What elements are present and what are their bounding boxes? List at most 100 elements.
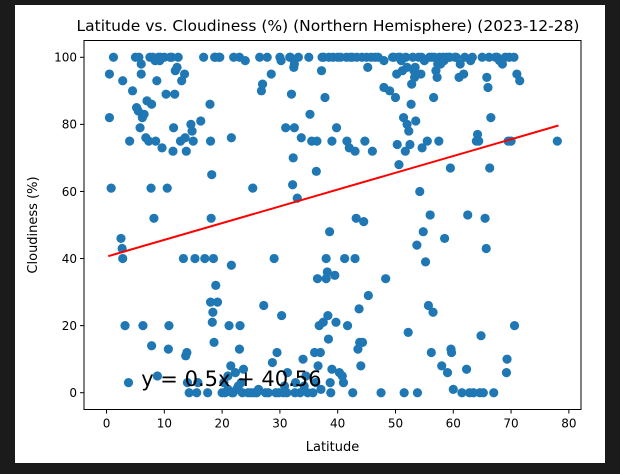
data-point (484, 52, 494, 62)
data-point (417, 143, 427, 153)
data-point (305, 109, 315, 119)
data-point (455, 59, 465, 69)
data-point (187, 126, 197, 136)
data-point (313, 361, 323, 371)
x-tick-label: 80 (561, 417, 576, 431)
data-point (415, 186, 425, 197)
data-point (192, 388, 202, 398)
data-point (363, 62, 373, 72)
data-point (207, 317, 217, 327)
data-point (481, 243, 491, 254)
data-point (182, 378, 193, 388)
data-point (323, 310, 333, 321)
data-point (323, 334, 334, 344)
data-point (474, 136, 484, 146)
data-point (290, 378, 301, 388)
data-point (418, 227, 428, 237)
data-point (327, 136, 337, 146)
data-point (123, 378, 134, 388)
data-point (442, 368, 453, 378)
data-point (331, 317, 341, 327)
data-point (515, 76, 525, 86)
data-point (224, 321, 234, 331)
data-point (403, 327, 413, 337)
data-point (226, 260, 236, 270)
data-point (223, 371, 233, 381)
scatter-chart: Latitude vs. Cloudiness (%) (Northern He… (26, 17, 582, 455)
data-point (206, 213, 216, 223)
data-point (167, 52, 177, 62)
data-point (308, 388, 318, 398)
data-point (266, 69, 276, 79)
data-point (426, 347, 436, 358)
data-point (367, 146, 377, 156)
data-point (248, 183, 258, 193)
data-point (446, 347, 457, 358)
data-point (434, 136, 444, 146)
data-point (400, 146, 410, 156)
y-tick-label: 0 (69, 386, 77, 400)
data-point (326, 388, 336, 398)
data-point (106, 183, 116, 193)
data-points (104, 52, 562, 398)
x-axis-ticks: 0 10 20 30 40 50 60 70 80 (103, 409, 577, 431)
data-point (282, 388, 292, 398)
data-point (502, 354, 512, 364)
data-point (350, 253, 360, 264)
data-point (322, 267, 332, 277)
data-point (401, 52, 411, 62)
y-tick-label: 100 (54, 51, 77, 65)
data-point (226, 361, 236, 371)
data-point (199, 52, 209, 62)
data-point (330, 270, 340, 280)
data-point (146, 183, 156, 193)
data-point (205, 136, 216, 146)
data-point (161, 89, 171, 99)
data-point (226, 133, 236, 143)
data-point (203, 388, 213, 398)
data-point (157, 143, 167, 153)
data-point (208, 307, 218, 317)
regression-layer (107, 124, 559, 258)
data-point (276, 56, 286, 66)
data-point (357, 337, 368, 348)
data-point (184, 388, 194, 398)
data-point (402, 62, 412, 72)
data-point (311, 378, 321, 388)
data-point (104, 113, 115, 123)
data-point (342, 321, 353, 331)
data-point (304, 52, 314, 62)
regression-equation: y = 0.5x + 40.56 (141, 367, 321, 391)
data-point (461, 364, 472, 374)
data-point (321, 253, 331, 264)
data-point (108, 52, 119, 62)
data-point (312, 274, 323, 284)
data-point (406, 99, 416, 109)
data-point (255, 52, 265, 62)
data-point (552, 136, 562, 146)
x-tick-label: 30 (272, 417, 287, 431)
data-point (420, 257, 431, 267)
data-point (138, 321, 148, 331)
data-point (376, 388, 386, 398)
data-point (181, 146, 191, 156)
data-point (205, 99, 215, 109)
data-point (147, 99, 157, 109)
data-point (144, 136, 154, 146)
data-point (205, 297, 216, 307)
data-point (467, 52, 477, 62)
data-point (263, 388, 273, 398)
data-point (410, 62, 420, 72)
data-point (327, 364, 337, 374)
data-point (429, 92, 439, 103)
data-point (411, 116, 421, 126)
data-point (412, 240, 422, 250)
data-point (234, 344, 245, 354)
data-point (416, 69, 426, 79)
data-point (151, 136, 161, 146)
data-point (152, 371, 162, 381)
data-point (315, 347, 325, 358)
data-point (170, 89, 180, 99)
data-point (219, 378, 229, 388)
data-point (381, 274, 391, 284)
